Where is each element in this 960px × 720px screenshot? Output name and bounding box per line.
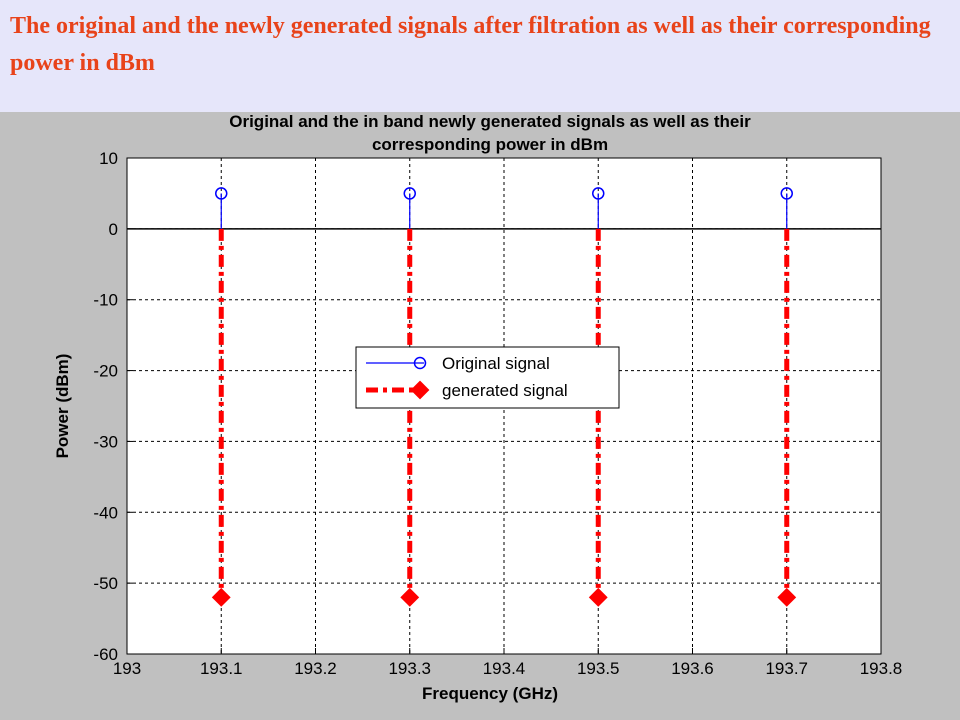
- generated-signal-marker: [400, 587, 420, 607]
- original-signal-marker: [215, 187, 228, 200]
- generated-signal-marker: [211, 587, 231, 607]
- generated-signal-marker: [588, 587, 608, 607]
- x-tick-label: 193.8: [860, 659, 903, 678]
- x-tick-label: 193.7: [765, 659, 808, 678]
- legend: Original signal generated signal: [355, 346, 620, 409]
- x-axis-label: Frequency (GHz): [422, 684, 558, 703]
- y-tick-label: -20: [93, 362, 118, 381]
- x-tick-label: 193.3: [388, 659, 431, 678]
- legend-marker-original: [413, 356, 427, 370]
- y-tick-label: 0: [109, 220, 118, 239]
- legend-label-generated: generated signal: [442, 381, 568, 400]
- series-layer: [211, 187, 797, 607]
- chart-title: Original and the in band newly generated…: [229, 112, 751, 154]
- y-axis-label: Power (dBm): [53, 354, 72, 459]
- y-tick-label: 10: [99, 149, 118, 168]
- y-tick-label: -40: [93, 503, 118, 522]
- x-tick-label: 193.2: [294, 659, 337, 678]
- y-tick-label: -10: [93, 291, 118, 310]
- chart-title-line-1: Original and the in band newly generated…: [229, 112, 751, 131]
- x-tick-label: 193.5: [577, 659, 620, 678]
- original-signal-marker: [592, 187, 605, 200]
- plot-area: [126, 157, 882, 655]
- chart-title-line-2: corresponding power in dBm: [372, 135, 608, 154]
- y-tick-label: -50: [93, 574, 118, 593]
- x-tick-label: 193.6: [671, 659, 714, 678]
- slide-title: The original and the newly generated sig…: [10, 13, 931, 76]
- original-signal-marker: [403, 187, 416, 200]
- x-tick-label: 193.1: [200, 659, 243, 678]
- x-tick-label: 193: [113, 659, 141, 678]
- y-tick-label: -30: [93, 432, 118, 451]
- legend-marker-generated: [410, 380, 430, 400]
- slide-header: The original and the newly generated sig…: [0, 0, 960, 112]
- y-tick-label: -60: [93, 645, 118, 664]
- legend-label-original: Original signal: [442, 354, 550, 373]
- generated-signal-marker: [777, 587, 797, 607]
- x-tick-label: 193.4: [483, 659, 526, 678]
- tick-labels: 193 193.1 193.2 193.3 193.4 193.5 193.6 193.7 19…: [93, 149, 902, 678]
- original-signal-marker: [780, 187, 793, 200]
- legend-box: [355, 346, 620, 409]
